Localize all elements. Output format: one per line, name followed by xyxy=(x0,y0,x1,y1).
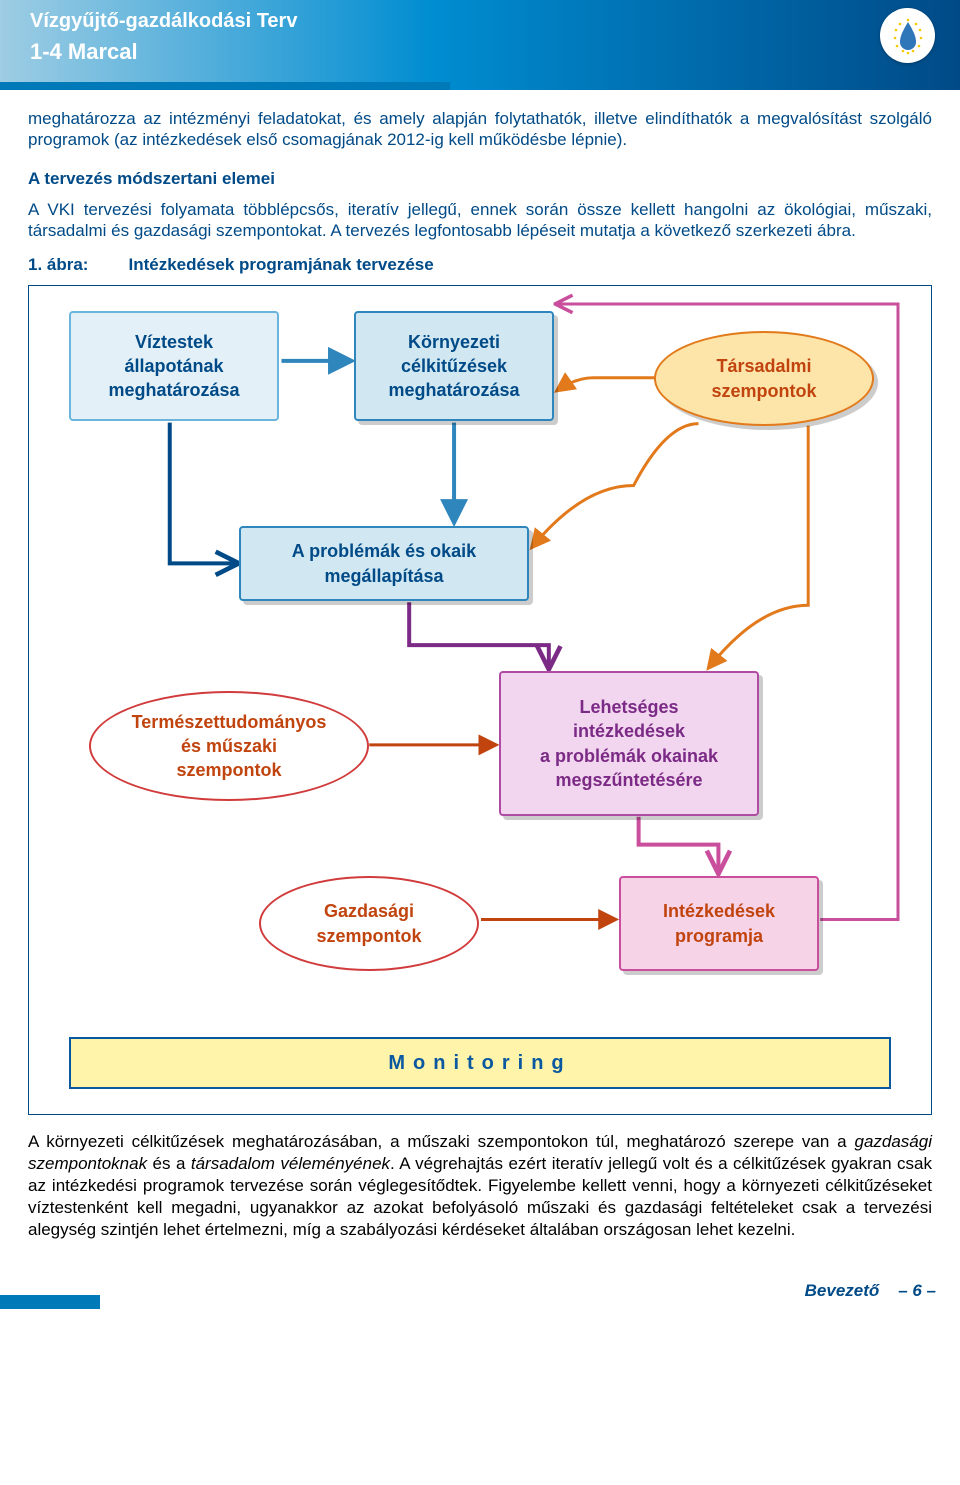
node-tarsadalmi-line: szempontok xyxy=(711,379,816,403)
edge-e8 xyxy=(557,378,655,391)
edge-e9 xyxy=(532,424,699,548)
node-termeszet: Természettudományosés műszakiszempontok xyxy=(89,691,369,801)
page-footer: Bevezető – 6 – xyxy=(0,1269,960,1309)
footer-section: Bevezető xyxy=(805,1281,880,1300)
method-paragraph: A VKI tervezési folyamata többlépcsős, i… xyxy=(28,199,932,242)
method-subheading: A tervezés módszertani elemei xyxy=(28,169,932,189)
node-viztestek-line: Víztestek xyxy=(135,330,213,354)
node-viztestek: Víztestekállapotánakmeghatározása xyxy=(69,311,279,421)
node-kornyezeti-line: célkitűzések xyxy=(401,354,507,378)
node-viztestek-line: meghatározása xyxy=(108,378,239,402)
footer-accent-stripe xyxy=(0,1295,100,1309)
post-diagram-paragraph: A környezeti célkitűzések meghatározásáb… xyxy=(28,1131,932,1241)
node-viztestek-line: állapotának xyxy=(124,354,223,378)
node-lehetseges-line: intézkedések xyxy=(573,719,685,743)
header-title-2: 1-4 Marcal xyxy=(30,39,940,65)
node-termeszet-line: és műszaki xyxy=(181,734,277,758)
figure-label: 1. ábra: xyxy=(28,255,88,275)
header-accent-stripe xyxy=(0,82,450,90)
edge-e10 xyxy=(708,426,808,668)
node-lehetseges-line: a problémák okainak xyxy=(540,744,718,768)
page-header: Vízgyűjtő-gazdálkodási Terv 1-4 Marcal xyxy=(0,0,960,90)
node-gazdasagi-line: szempontok xyxy=(316,924,421,948)
node-problemak: A problémák és okaikmegállapítása xyxy=(239,526,529,601)
node-lehetseges-line: megszűntetésére xyxy=(555,768,702,792)
node-tarsadalmi: Társadalmiszempontok xyxy=(654,331,874,426)
figure-title: Intézkedések programjának tervezése xyxy=(128,255,433,275)
node-programja-line: programja xyxy=(675,924,763,948)
node-tarsadalmi-line: Társadalmi xyxy=(716,354,811,378)
node-programja: Intézkedésekprogramja xyxy=(619,876,819,971)
edge-e3 xyxy=(170,423,237,564)
eu-water-logo-icon xyxy=(880,8,935,63)
node-lehetseges: Lehetségesintézkedéseka problémák okaina… xyxy=(499,671,759,816)
node-lehetseges-line: Lehetséges xyxy=(579,695,678,719)
node-kornyezeti-line: Környezeti xyxy=(408,330,500,354)
intro-paragraph: meghatározza az intézményi feladatokat, … xyxy=(28,108,932,151)
process-flowchart: VíztestekállapotánakmeghatározásaKörnyez… xyxy=(28,285,932,1115)
node-gazdasagi-line: Gazdasági xyxy=(324,899,414,923)
footer-page: – 6 – xyxy=(898,1281,936,1300)
node-problemak-line: A problémák és okaik xyxy=(292,539,476,563)
header-title-1: Vízgyűjtő-gazdálkodási Terv xyxy=(30,10,940,33)
monitoring-bar: Monitoring xyxy=(69,1037,891,1089)
node-kornyezeti: Környezeticélkitűzésekmeghatározása xyxy=(354,311,554,421)
node-problemak-line: megállapítása xyxy=(324,564,443,588)
node-termeszet-line: szempontok xyxy=(176,758,281,782)
edge-e6 xyxy=(639,817,719,872)
node-termeszet-line: Természettudományos xyxy=(132,710,327,734)
node-kornyezeti-line: meghatározása xyxy=(388,378,519,402)
node-gazdasagi: Gazdaságiszempontok xyxy=(259,876,479,971)
node-programja-line: Intézkedések xyxy=(663,899,775,923)
edge-e4 xyxy=(409,602,549,667)
